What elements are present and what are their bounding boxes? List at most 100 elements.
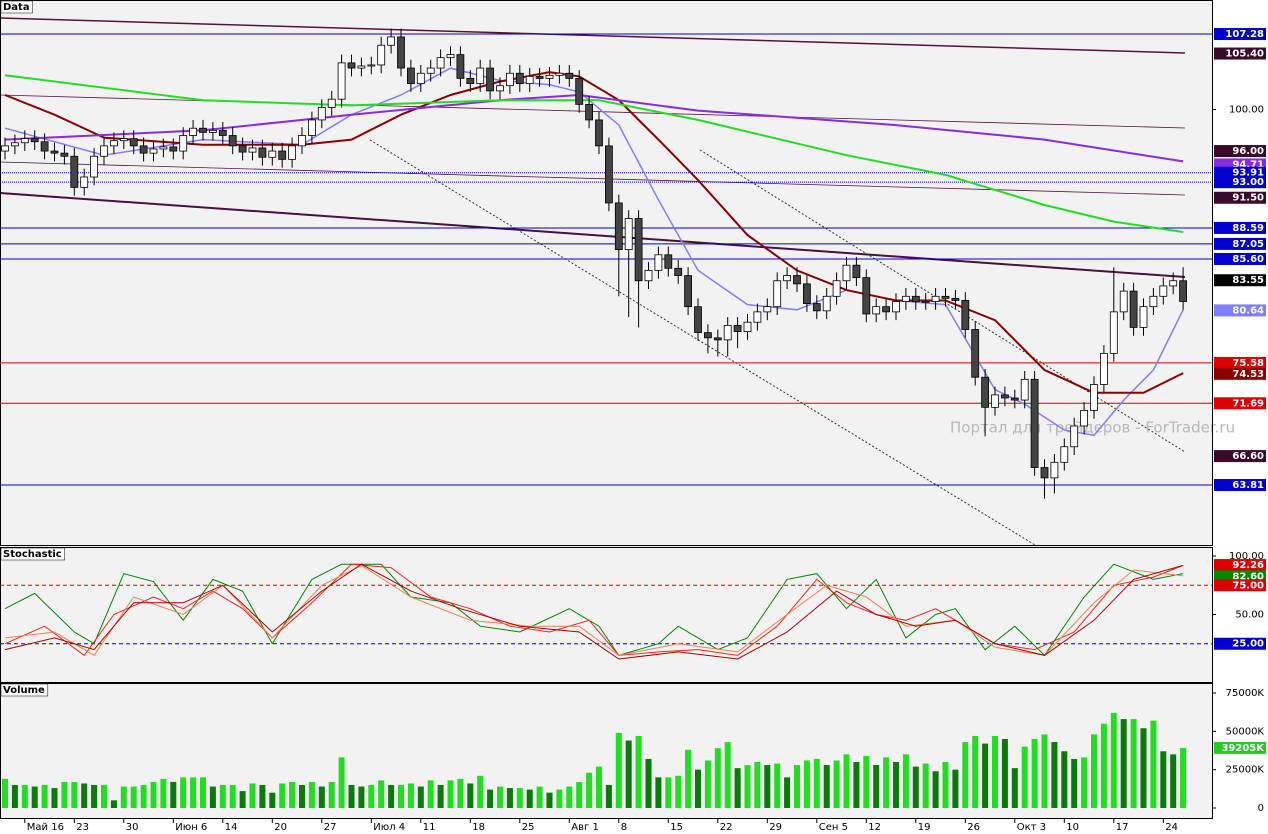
candle-body	[605, 145, 613, 204]
trendline	[0, 161, 1186, 196]
volume-bar	[655, 777, 662, 809]
volume-bar	[110, 800, 117, 809]
volume-bar	[378, 780, 385, 809]
volume-bar	[21, 785, 28, 809]
candle-body	[1090, 384, 1098, 411]
volume-bar	[1140, 728, 1147, 809]
level-label: 39205K	[1221, 743, 1265, 754]
volume-bar	[724, 742, 731, 809]
level-label-bg	[1214, 145, 1266, 158]
level-label-bg	[1214, 559, 1266, 572]
volume-bar	[1021, 746, 1028, 809]
level-label: 80.64	[1232, 305, 1264, 316]
level-label-bg	[1214, 166, 1266, 179]
volume-bar	[605, 785, 612, 809]
volume-bar	[249, 783, 256, 809]
volume-bar	[1160, 751, 1167, 809]
candle-body	[931, 295, 940, 302]
candle-body	[1109, 311, 1118, 354]
candle-body	[367, 64, 376, 67]
volume-bar	[962, 742, 969, 809]
candle-body	[416, 72, 425, 85]
volume-bar	[615, 732, 622, 809]
volume-bar	[1051, 742, 1058, 809]
candle-body	[337, 62, 346, 100]
candle-body	[377, 44, 386, 66]
level-label-bg	[1214, 237, 1266, 250]
candle-body	[793, 275, 801, 285]
volume-bar	[665, 777, 672, 809]
volume-bar	[566, 786, 573, 809]
candle-body	[60, 152, 69, 157]
volume-bar	[912, 766, 919, 809]
candle-body	[1070, 425, 1079, 448]
volume-bar	[398, 785, 404, 809]
volume-bar	[833, 760, 840, 809]
panel-title-bg	[0, 683, 49, 697]
level-label: 93.91	[1232, 168, 1264, 179]
candle-body	[218, 129, 227, 136]
level-label-bg	[1214, 637, 1266, 650]
y-tick-label: 50000K	[1226, 726, 1265, 737]
volume-bar	[338, 757, 345, 809]
volume-bar	[1150, 720, 1157, 809]
volume-bar	[1001, 738, 1008, 809]
candle-body	[139, 145, 148, 154]
candle-body	[169, 146, 178, 152]
volume-bar	[972, 735, 979, 809]
level-label-bg	[1214, 367, 1266, 380]
panel-title: Volume	[3, 685, 45, 696]
candle-body	[634, 218, 643, 282]
volume-bar	[61, 781, 68, 809]
candle-body	[238, 145, 247, 153]
x-tick-label: 10	[1066, 822, 1079, 833]
y-tick-label: 100.00	[1229, 105, 1264, 116]
candle-body	[733, 324, 742, 332]
volume-bar	[1081, 757, 1088, 809]
candle-body	[515, 72, 524, 85]
x-tick-label: 17	[1116, 822, 1129, 833]
volume-bar	[744, 765, 751, 809]
candle-body	[397, 36, 405, 69]
x-tick-label: 20	[274, 822, 287, 833]
candle-body	[981, 376, 989, 408]
candle-body	[783, 275, 791, 282]
candle-body	[327, 98, 336, 108]
candle-body	[654, 254, 663, 271]
volume-bar	[269, 792, 276, 809]
volume-bar	[1110, 712, 1117, 809]
candle-body	[1159, 285, 1168, 297]
candle-body	[991, 394, 999, 408]
candle-body	[199, 127, 207, 133]
volume-bar	[101, 785, 107, 809]
candle-body	[565, 72, 574, 79]
stochastic-line	[4, 564, 1184, 657]
moving-average	[4, 71, 1184, 394]
panel-frame	[0, 683, 1213, 819]
candle-body	[80, 176, 89, 188]
candle-body	[30, 138, 39, 143]
candle-body	[406, 67, 415, 85]
volume-bar	[645, 758, 652, 809]
volume-bar	[1011, 768, 1018, 809]
volume-bar	[308, 781, 315, 809]
level-label: 82.60	[1232, 571, 1264, 582]
volume-bar	[51, 788, 58, 809]
candle-body	[347, 62, 356, 69]
x-tick-label: 27	[324, 822, 337, 833]
level-label-bg	[1214, 397, 1266, 410]
volume-bar	[992, 735, 998, 809]
volume-bar	[1071, 758, 1078, 809]
candle-body	[189, 127, 198, 136]
level-label-bg	[1214, 450, 1266, 463]
candle-body	[1010, 397, 1019, 401]
volume-bar	[704, 760, 711, 809]
volume-bar	[289, 781, 296, 809]
candle-body	[555, 72, 564, 76]
volume-bar	[279, 783, 286, 809]
volume-bar	[556, 789, 563, 809]
volume-bar	[180, 777, 187, 809]
candle-body	[1020, 378, 1029, 401]
level-label-bg	[1214, 28, 1266, 41]
level-label-bg	[1214, 191, 1266, 204]
